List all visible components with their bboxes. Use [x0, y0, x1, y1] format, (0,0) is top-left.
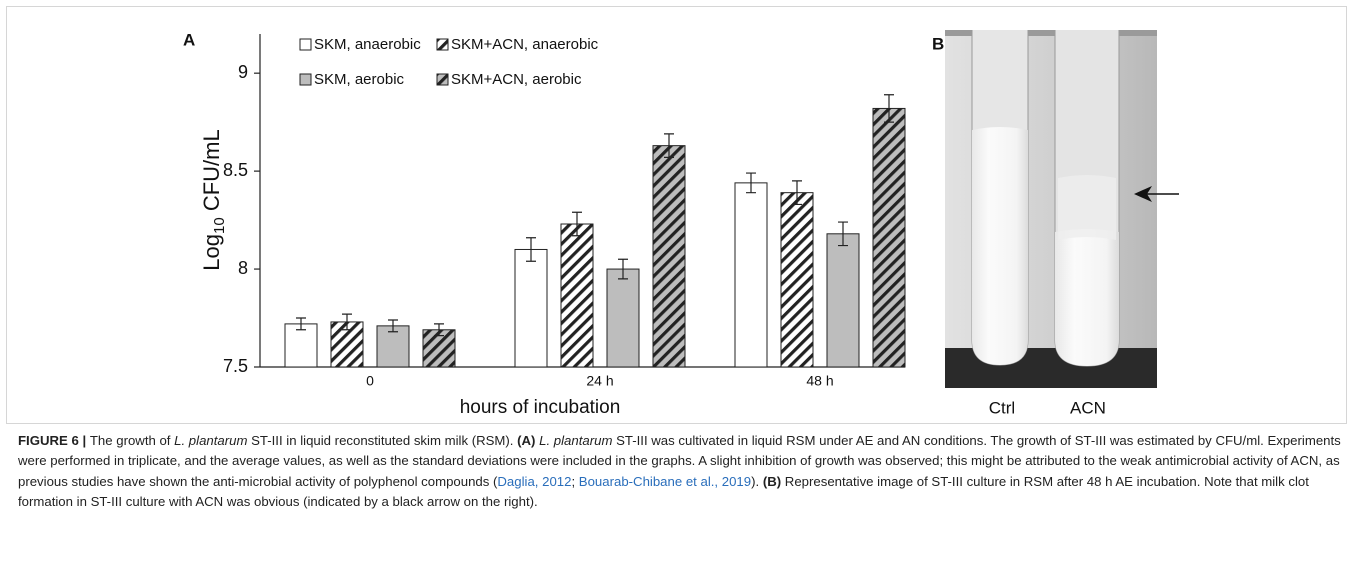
photo: [945, 30, 1179, 388]
panel-label: B: [932, 34, 944, 53]
y-tick-label: 8: [238, 258, 248, 278]
caption-run: ST-III in liquid reconstituted skim milk…: [247, 433, 517, 448]
caption-run: FIGURE 6 |: [18, 433, 90, 448]
photo-label: ACN: [1070, 398, 1106, 417]
y-axis-label-part: Log: [199, 234, 224, 271]
bar: [653, 146, 685, 367]
bar: [735, 183, 767, 367]
bar: [561, 224, 593, 367]
figure-caption: FIGURE 6 | The growth of L. plantarum ST…: [18, 431, 1343, 512]
legend-label: SKM+ACN, anaerobic: [451, 36, 599, 53]
y-tick-label: 8.5: [223, 160, 248, 180]
citation-link[interactable]: Daglia, 2012: [497, 474, 571, 489]
caption-run: (A): [517, 433, 539, 448]
bar: [827, 234, 859, 367]
y-tick-label: 7.5: [223, 356, 248, 376]
caption-run: ;: [571, 474, 578, 489]
y-axis-label-part: 10: [211, 217, 228, 234]
figure: A B Ctrl ACN hours of incubation Log10 C…: [0, 0, 1355, 425]
citation-link[interactable]: Bouarab-Chibane et al., 2019: [579, 474, 751, 489]
x-tick-label: 48 h: [806, 373, 833, 389]
x-axis-label: hours of incubation: [460, 397, 621, 418]
legend-swatch: [437, 39, 448, 50]
bar: [515, 249, 547, 367]
bar: [607, 269, 639, 367]
y-axis-label: Log10 CFU/mL: [199, 129, 228, 270]
caption-run: (B): [763, 474, 781, 489]
caption-run: ).: [751, 474, 763, 489]
photo-label: Ctrl: [989, 398, 1015, 417]
legend-label: SKM, anaerobic: [314, 36, 421, 53]
legend-label: SKM, aerobic: [314, 71, 405, 88]
legend-label: SKM+ACN, aerobic: [451, 71, 582, 88]
y-axis-label-part: CFU/mL: [199, 129, 224, 217]
bar: [873, 108, 905, 367]
legend-swatch: [300, 74, 311, 85]
x-tick-label: 24 h: [586, 373, 613, 389]
panel-label: A: [183, 30, 195, 49]
bar: [781, 193, 813, 367]
caption-run: The growth of: [90, 433, 174, 448]
legend-swatch: [300, 39, 311, 50]
y-tick-label: 9: [238, 62, 248, 82]
page: A B Ctrl ACN hours of incubation Log10 C…: [0, 0, 1355, 581]
caption-run: L. plantarum: [539, 433, 612, 448]
legend-swatch: [437, 74, 448, 85]
caption-run: L. plantarum: [174, 433, 247, 448]
x-tick-label: 0: [366, 373, 374, 389]
